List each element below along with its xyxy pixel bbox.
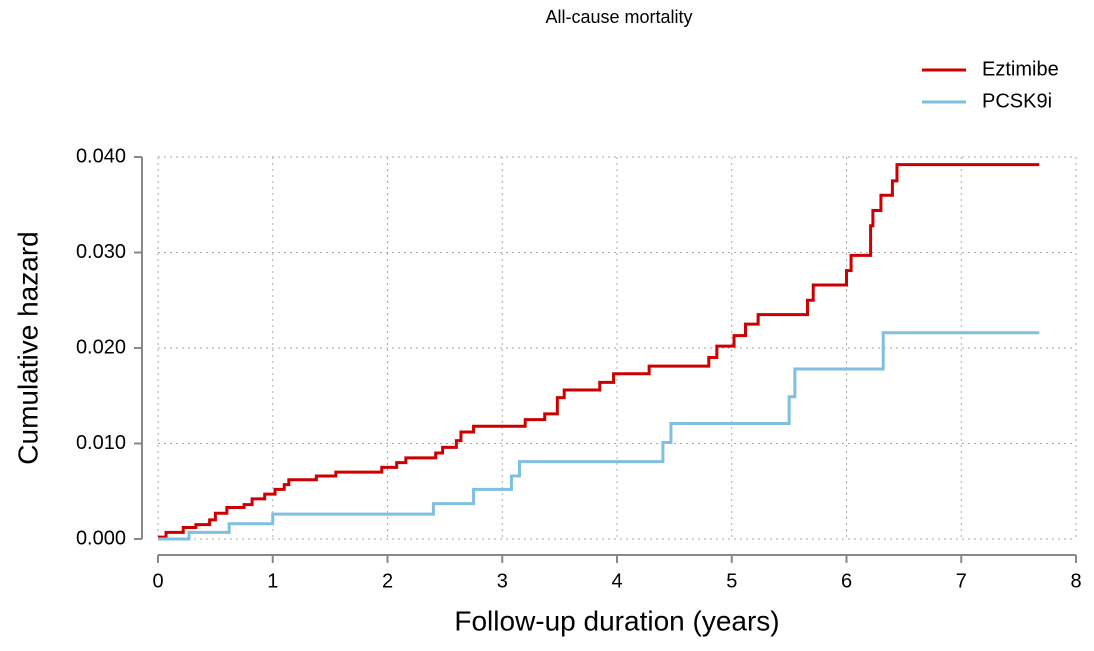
x-tick-label: 4 [611,570,622,592]
x-tick-label: 3 [497,570,508,592]
x-tick-label: 5 [726,570,737,592]
step-line [158,163,1040,539]
x-tick-label: 7 [956,570,967,592]
y-tick-label: 0.030 [76,241,126,263]
x-tick-label: 0 [152,570,163,592]
x-tick-label: 1 [267,570,278,592]
x-tick-label: 2 [382,570,393,592]
x-tick-label: 8 [1070,570,1081,592]
legend-label: PCSK9i [982,90,1052,112]
legend-label: Eztimibe [982,58,1059,80]
x-tick-label: 6 [841,570,852,592]
y-axis-label: Cumulative hazard [12,231,43,464]
chart-title: All-cause mortality [545,7,692,27]
y-tick-label: 0.020 [76,336,126,358]
x-axis-label: Follow-up duration (years) [454,605,779,636]
step-line [158,331,1040,541]
y-tick-label: 0.000 [76,527,126,549]
y-tick-label: 0.010 [76,432,126,454]
y-tick-label: 0.040 [76,145,126,167]
